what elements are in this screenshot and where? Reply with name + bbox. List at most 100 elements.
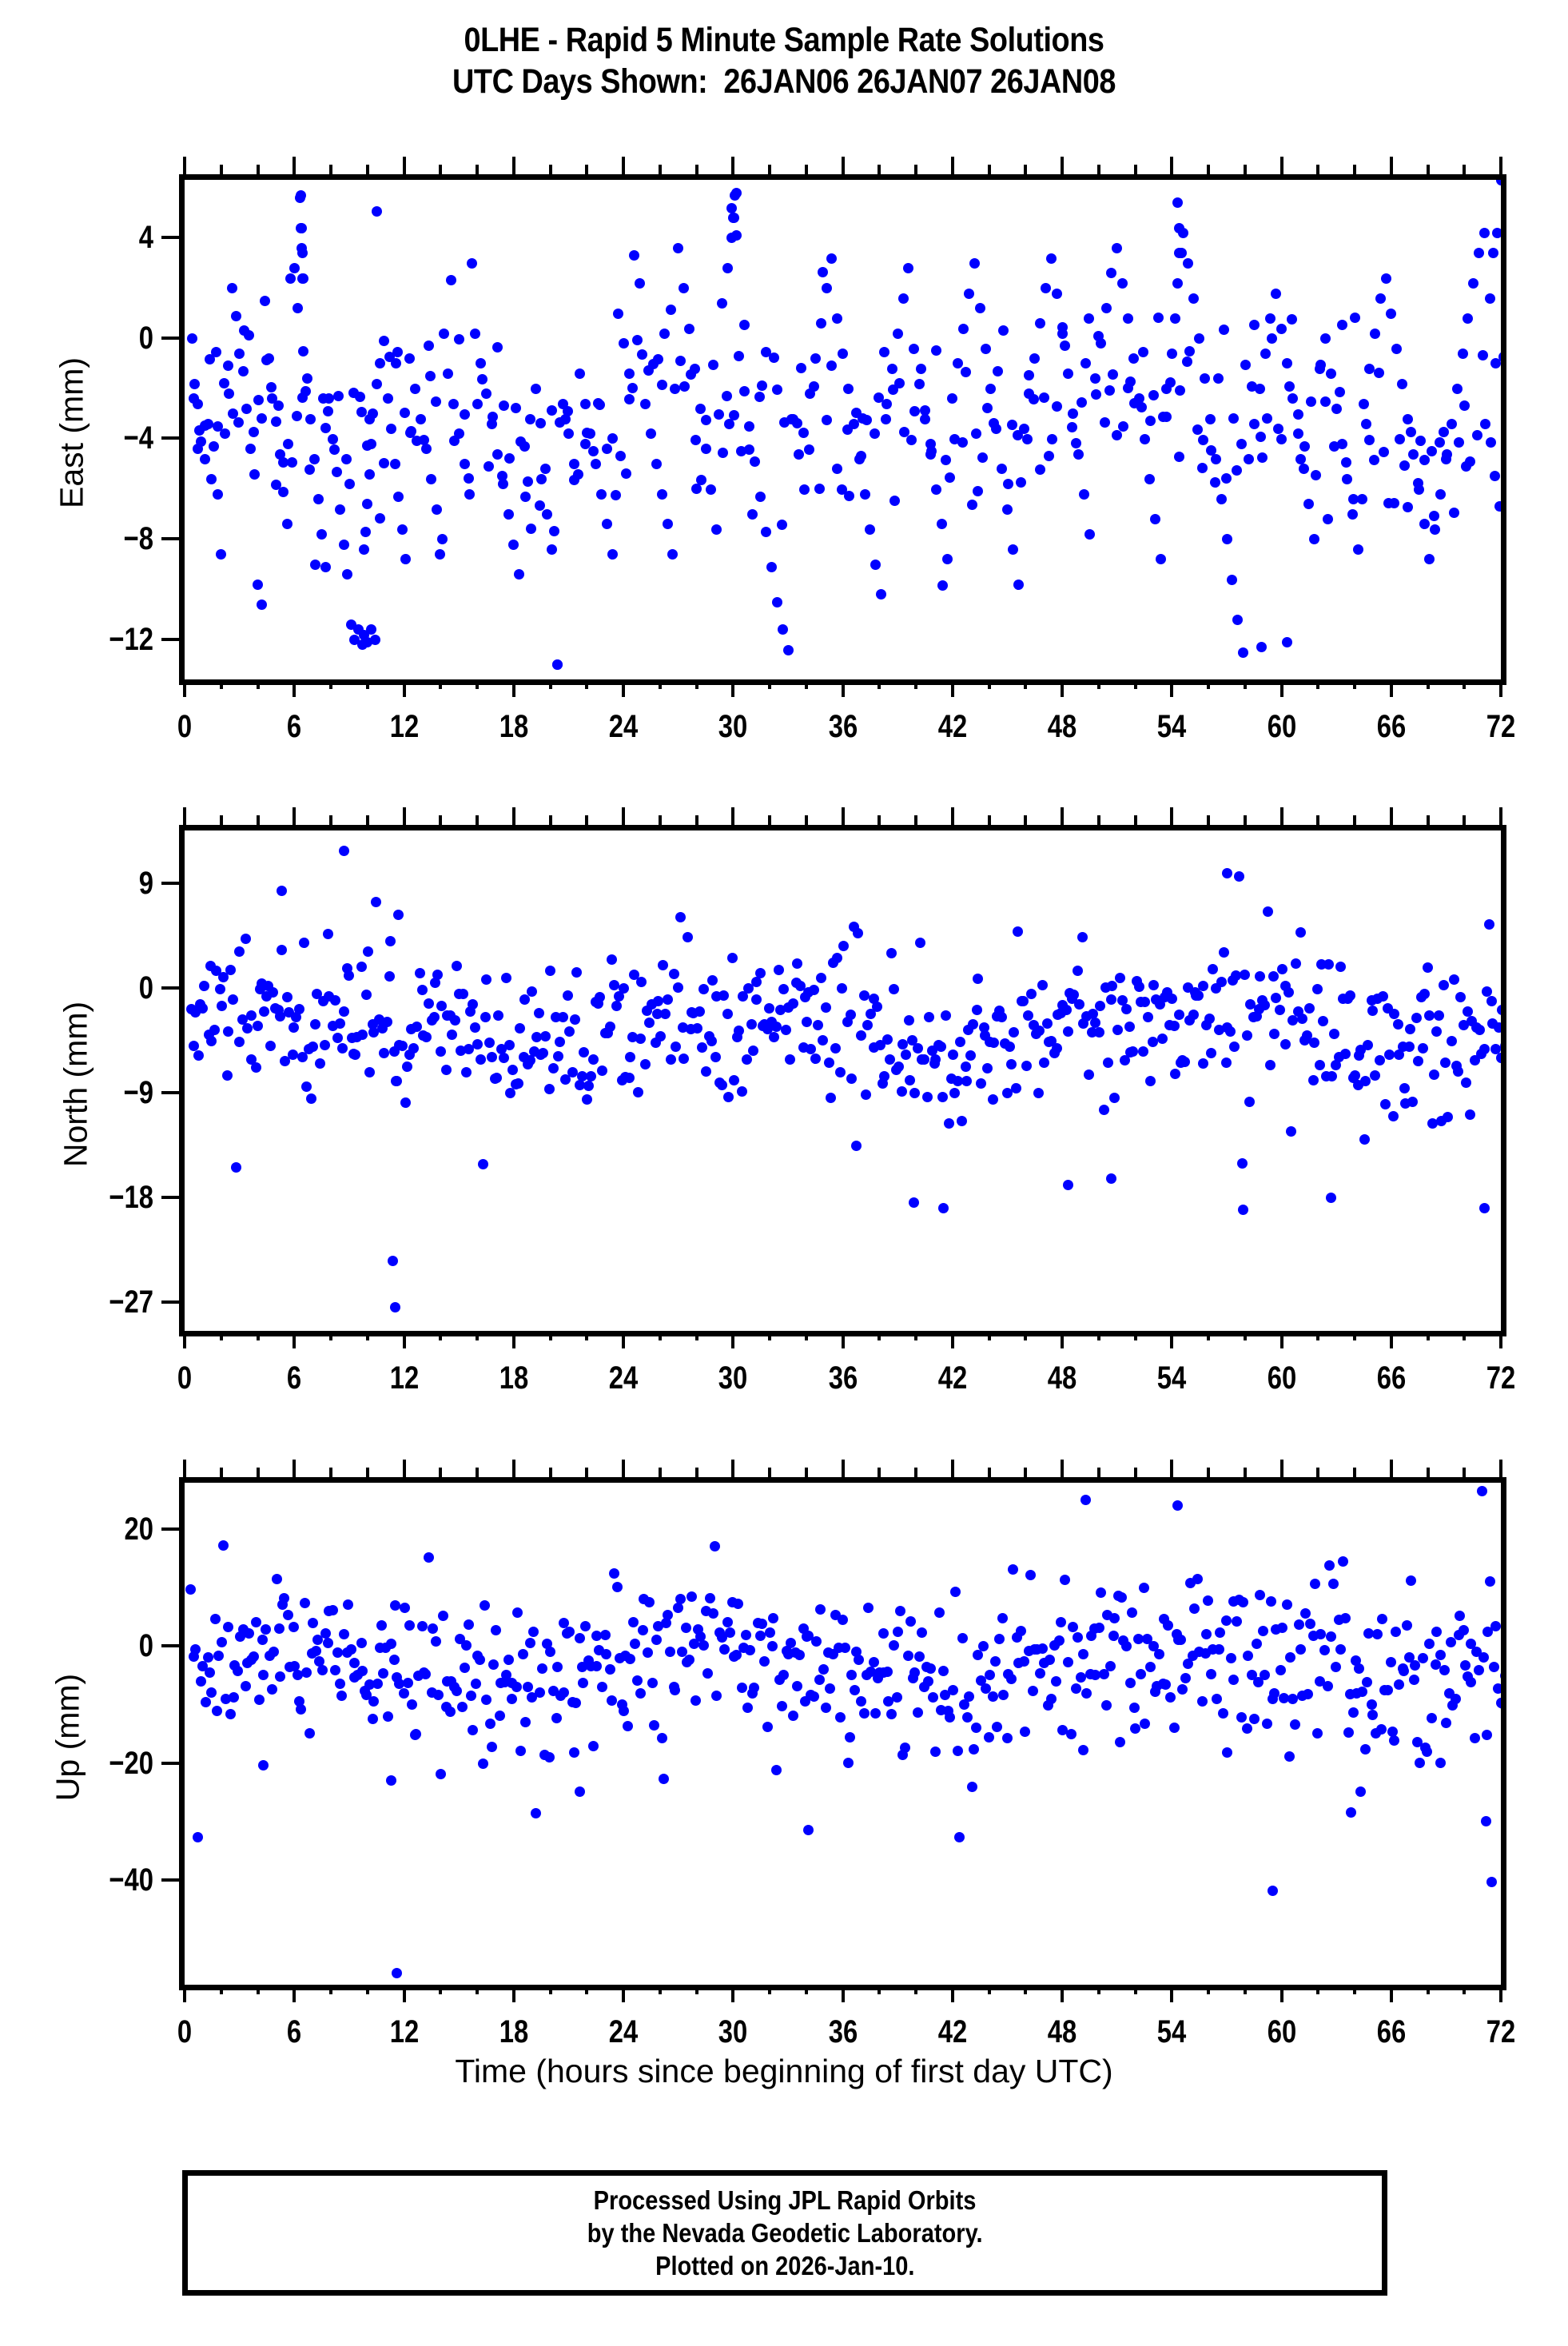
data-point xyxy=(972,1649,983,1660)
data-point xyxy=(834,1711,846,1723)
data-point-outlier xyxy=(937,1203,949,1214)
data-point xyxy=(734,1026,745,1037)
x-tick-minor-top xyxy=(914,815,917,825)
data-point xyxy=(218,972,229,983)
data-point xyxy=(976,1675,987,1686)
data-point xyxy=(1041,1018,1053,1029)
data-point xyxy=(1019,1726,1030,1737)
data-point xyxy=(217,1539,229,1551)
data-point xyxy=(1067,421,1078,432)
data-point xyxy=(623,1073,635,1084)
data-point xyxy=(1410,1660,1421,1671)
data-point xyxy=(909,343,920,354)
data-point xyxy=(296,1704,307,1715)
data-point xyxy=(825,1683,836,1694)
data-point xyxy=(1140,1719,1151,1730)
data-point xyxy=(775,1005,786,1016)
data-point xyxy=(225,1708,237,1719)
data-point xyxy=(615,450,626,461)
data-point xyxy=(257,1635,269,1646)
data-point xyxy=(408,1043,420,1054)
x-tick-major-top xyxy=(1170,1460,1174,1477)
data-point xyxy=(905,434,917,445)
data-point xyxy=(998,1690,1009,1701)
data-point xyxy=(679,381,690,392)
data-point xyxy=(941,554,953,565)
x-tick-minor-top xyxy=(329,165,332,174)
data-point xyxy=(1275,1664,1286,1675)
x-tick-major xyxy=(1389,1331,1393,1348)
data-point xyxy=(1367,1006,1379,1017)
data-point xyxy=(378,336,389,347)
data-point xyxy=(299,938,310,949)
data-point xyxy=(1148,979,1160,990)
data-point xyxy=(317,1665,328,1676)
x-tick-minor xyxy=(439,1985,443,1994)
data-point xyxy=(1431,1627,1442,1638)
data-point xyxy=(639,1059,651,1070)
x-tick-major-top xyxy=(1279,807,1283,825)
data-point xyxy=(1099,1104,1110,1115)
data-point xyxy=(356,1637,367,1648)
data-point xyxy=(711,524,722,535)
data-point xyxy=(292,1670,303,1681)
y-tick-label: 0 xyxy=(138,1628,153,1664)
data-point xyxy=(288,1049,299,1060)
x-tick-minor-top xyxy=(1133,165,1137,174)
data-point xyxy=(868,1656,879,1667)
data-point xyxy=(535,418,547,429)
data-point xyxy=(475,1655,486,1666)
x-tick-minor-top xyxy=(365,1468,369,1477)
data-point xyxy=(737,1085,748,1097)
data-point xyxy=(888,1639,899,1651)
data-point xyxy=(820,1002,831,1014)
data-point xyxy=(527,1691,538,1703)
data-point xyxy=(656,379,667,390)
data-point xyxy=(1325,1631,1336,1643)
data-point xyxy=(673,243,684,254)
data-point xyxy=(192,1831,203,1842)
data-point xyxy=(1189,1603,1200,1614)
data-point xyxy=(265,382,277,393)
x-tick-minor-top xyxy=(694,815,698,825)
data-point xyxy=(762,1024,773,1035)
y-tick-major xyxy=(161,1644,179,1648)
x-tick-major xyxy=(950,1331,954,1348)
data-point xyxy=(1150,514,1161,525)
data-point xyxy=(273,1623,285,1634)
data-point xyxy=(1438,426,1449,437)
data-point xyxy=(432,504,443,515)
data-point xyxy=(428,1623,439,1634)
data-point xyxy=(188,392,199,404)
data-point xyxy=(754,392,765,403)
data-point xyxy=(281,519,293,530)
data-point xyxy=(1221,534,1232,545)
data-point xyxy=(1255,1589,1266,1600)
data-point xyxy=(842,424,853,436)
data-point xyxy=(464,472,475,484)
data-point xyxy=(876,589,887,600)
data-point xyxy=(261,354,273,365)
x-tick-minor-top xyxy=(914,1468,917,1477)
data-point xyxy=(1276,1622,1287,1633)
data-point xyxy=(983,1732,994,1743)
data-point xyxy=(679,1054,690,1065)
x-tick-minor xyxy=(768,1985,771,1994)
data-point xyxy=(997,1612,1009,1623)
x-tick-major-top xyxy=(950,807,954,825)
data-point xyxy=(697,1042,708,1053)
data-point xyxy=(256,413,267,424)
data-point xyxy=(432,969,444,980)
data-point xyxy=(1022,1010,1033,1022)
data-point xyxy=(651,459,662,470)
data-point xyxy=(930,345,941,356)
x-tick-major xyxy=(1061,1985,1064,2002)
data-point xyxy=(225,964,236,975)
data-point xyxy=(1041,283,1052,294)
data-point xyxy=(1084,1069,1095,1081)
x-tick-minor-top xyxy=(804,815,808,825)
data-point xyxy=(530,383,541,394)
data-point xyxy=(503,1655,514,1666)
data-point xyxy=(213,420,224,432)
data-point xyxy=(222,1026,233,1037)
